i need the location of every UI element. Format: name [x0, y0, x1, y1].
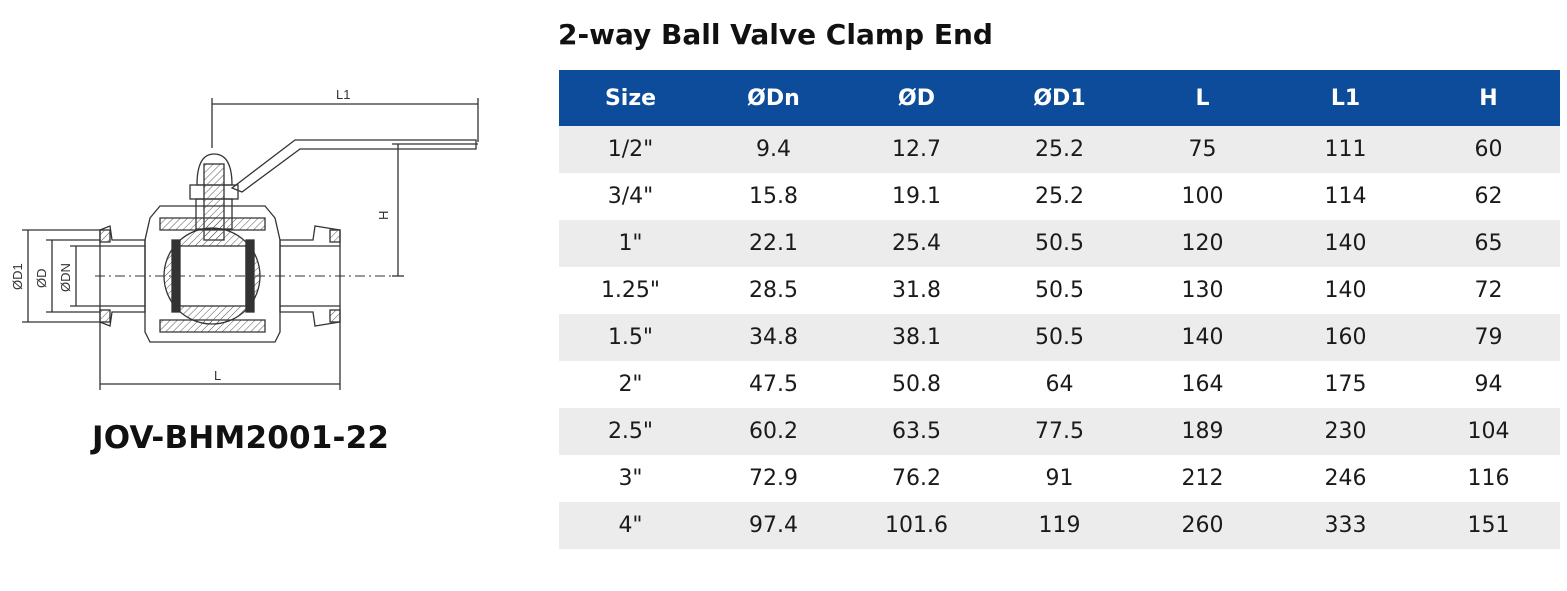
cell-d: 25.4 [845, 220, 988, 267]
valve-cross-section: L1 H L ØD1 ØD ØDN [10, 87, 479, 390]
label-l1: L1 [336, 87, 350, 102]
label-dn: ØDN [58, 263, 73, 292]
cell-d1: 119 [988, 502, 1131, 549]
cell-dn: 28.5 [702, 267, 845, 314]
cell-dn: 15.8 [702, 173, 845, 220]
cell-size: 1" [559, 220, 702, 267]
label-l: L [214, 368, 221, 383]
model-code: JOV-BHM2001-22 [92, 420, 390, 456]
cell-dn: 22.1 [702, 220, 845, 267]
cell-l: 75 [1131, 126, 1274, 173]
cell-size: 2.5" [559, 408, 702, 455]
cell-d1: 25.2 [988, 126, 1131, 173]
table-row: 1.25" 28.5 31.8 50.5 130 140 72 [559, 267, 1560, 314]
cell-h: 151 [1417, 502, 1560, 549]
cell-l: 130 [1131, 267, 1274, 314]
table-row: 1/2" 9.4 12.7 25.2 75 111 60 [559, 126, 1560, 173]
cell-d1: 64 [988, 361, 1131, 408]
cell-d1: 50.5 [988, 220, 1131, 267]
stem-cap [196, 153, 233, 186]
cell-dn: 72.9 [702, 455, 845, 502]
cell-l1: 175 [1274, 361, 1417, 408]
valve-drawing: L1 H L ØD1 ØD ØDN [0, 80, 500, 410]
cell-dn: 97.4 [702, 502, 845, 549]
table-row: 2" 47.5 50.8 64 164 175 94 [559, 361, 1560, 408]
cell-h: 104 [1417, 408, 1560, 455]
cell-h: 65 [1417, 220, 1560, 267]
cell-size: 1.25" [559, 267, 702, 314]
cell-dn: 34.8 [702, 314, 845, 361]
table-row: 2.5" 60.2 63.5 77.5 189 230 104 [559, 408, 1560, 455]
cell-d: 38.1 [845, 314, 988, 361]
cell-d: 12.7 [845, 126, 988, 173]
cell-l1: 140 [1274, 220, 1417, 267]
header-h: H [1417, 70, 1560, 126]
label-d1: ØD1 [10, 263, 25, 290]
cell-size: 1/2" [559, 126, 702, 173]
cell-h: 79 [1417, 314, 1560, 361]
cell-l: 212 [1131, 455, 1274, 502]
cell-l: 120 [1131, 220, 1274, 267]
cell-size: 3/4" [559, 173, 702, 220]
cell-l1: 333 [1274, 502, 1417, 549]
cell-size: 3" [559, 455, 702, 502]
cell-h: 72 [1417, 267, 1560, 314]
table-row: 1" 22.1 25.4 50.5 120 140 65 [559, 220, 1560, 267]
header-size: Size [559, 70, 702, 126]
label-d: ØD [34, 269, 49, 289]
cell-l1: 246 [1274, 455, 1417, 502]
cell-d: 76.2 [845, 455, 988, 502]
cell-h: 60 [1417, 126, 1560, 173]
cell-d: 19.1 [845, 173, 988, 220]
handle-lever [230, 139, 477, 193]
cell-d: 50.8 [845, 361, 988, 408]
table-row: 4" 97.4 101.6 119 260 333 151 [559, 502, 1560, 549]
cell-size: 4" [559, 502, 702, 549]
cell-l1: 111 [1274, 126, 1417, 173]
cell-l: 100 [1131, 173, 1274, 220]
table-header-row: Size ØDn ØD ØD1 L L1 H [559, 70, 1560, 126]
cell-l: 164 [1131, 361, 1274, 408]
cell-d1: 77.5 [988, 408, 1131, 455]
cell-d: 101.6 [845, 502, 988, 549]
spec-table: Size ØDn ØD ØD1 L L1 H 1/2" 9.4 12.7 25.… [559, 70, 1560, 549]
cell-d: 31.8 [845, 267, 988, 314]
table-row: 3/4" 15.8 19.1 25.2 100 114 62 [559, 173, 1560, 220]
table-row: 3" 72.9 76.2 91 212 246 116 [559, 455, 1560, 502]
cell-dn: 9.4 [702, 126, 845, 173]
cell-size: 1.5" [559, 314, 702, 361]
cell-l1: 140 [1274, 267, 1417, 314]
cell-d1: 91 [988, 455, 1131, 502]
header-d: ØD [845, 70, 988, 126]
header-l1: L1 [1274, 70, 1417, 126]
header-l: L [1131, 70, 1274, 126]
table-row: 1.5" 34.8 38.1 50.5 140 160 79 [559, 314, 1560, 361]
header-dn: ØDn [702, 70, 845, 126]
cell-size: 2" [559, 361, 702, 408]
cell-d1: 50.5 [988, 314, 1131, 361]
cell-d1: 50.5 [988, 267, 1131, 314]
cell-l1: 160 [1274, 314, 1417, 361]
cell-h: 62 [1417, 173, 1560, 220]
cell-h: 116 [1417, 455, 1560, 502]
cell-dn: 60.2 [702, 408, 845, 455]
cell-l1: 230 [1274, 408, 1417, 455]
cell-l: 189 [1131, 408, 1274, 455]
cell-h: 94 [1417, 361, 1560, 408]
cell-dn: 47.5 [702, 361, 845, 408]
label-h: H [376, 211, 391, 220]
cell-l: 140 [1131, 314, 1274, 361]
left-clamp-end [99, 225, 146, 327]
cell-l1: 114 [1274, 173, 1417, 220]
page-title: 2-way Ball Valve Clamp End [558, 18, 993, 51]
cell-d: 63.5 [845, 408, 988, 455]
header-d1: ØD1 [988, 70, 1131, 126]
cell-l: 260 [1131, 502, 1274, 549]
cell-d1: 25.2 [988, 173, 1131, 220]
